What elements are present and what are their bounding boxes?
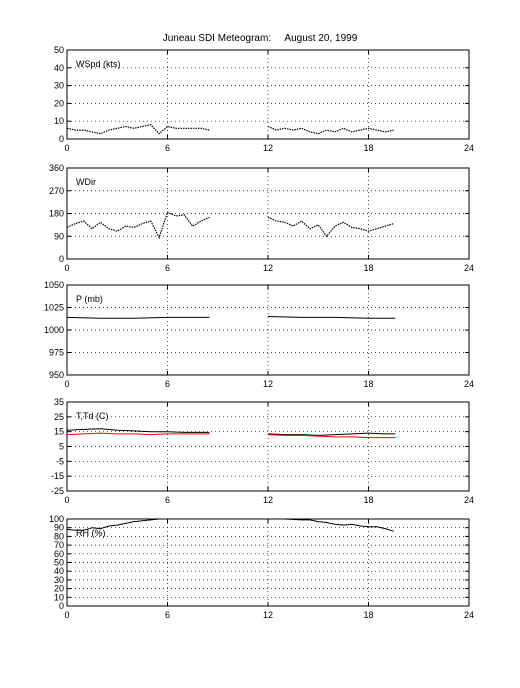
y-tick-label: 50 [54, 45, 64, 55]
y-tick-label: 1000 [44, 325, 64, 335]
y-tick-label: 60 [54, 549, 64, 559]
x-tick-label: 18 [363, 143, 373, 153]
series-1-segment-1 [66, 211, 210, 240]
x-tick-label: 6 [165, 379, 170, 389]
x-tick-label: 24 [464, 495, 474, 505]
x-tick-label: 24 [464, 263, 474, 273]
y-tick-label: 975 [49, 348, 64, 358]
x-tick-label: 18 [363, 610, 373, 620]
y-tick-label: 10 [54, 116, 64, 126]
series-1-segment-1 [66, 316, 210, 319]
series-1-segment-2 [267, 432, 396, 436]
y-tick-label: 5 [59, 442, 64, 452]
y-tick-label: 40 [54, 566, 64, 576]
series-1-segment-2 [267, 125, 394, 135]
y-tick-label: 0 [59, 601, 64, 611]
x-tick-label: 18 [363, 495, 373, 505]
x-tick-label: 0 [64, 610, 69, 620]
series-1-segment-2 [267, 316, 396, 319]
y-tick-label: 950 [49, 370, 64, 380]
panel-1: 0 6 12 18 24 0 10 20 30 40 50 WSpd (kts) [54, 45, 474, 153]
x-tick-label: 6 [165, 143, 170, 153]
y-tick-label: 35 [54, 397, 64, 407]
y-tick-label: 90 [54, 231, 64, 241]
series-2-segment-1 [66, 432, 210, 436]
panel-label: RH (%) [76, 528, 106, 538]
y-tick-label: -15 [51, 471, 64, 481]
y-tick-label: 15 [54, 427, 64, 437]
series-1-segment-1 [66, 124, 210, 135]
y-tick-label: 30 [54, 81, 64, 91]
y-tick-label: 25 [54, 412, 64, 422]
y-tick-label: 180 [49, 209, 64, 219]
y-tick-label: 80 [54, 531, 64, 541]
x-tick-label: 24 [464, 379, 474, 389]
y-tick-label: 50 [54, 558, 64, 568]
x-tick-label: 12 [263, 379, 273, 389]
x-tick-label: 0 [64, 495, 69, 505]
series-1-segment-2 [268, 518, 394, 532]
y-tick-label: 70 [54, 540, 64, 550]
x-tick-label: 6 [165, 263, 170, 273]
x-tick-label: 24 [464, 143, 474, 153]
y-tick-label: 10 [54, 592, 64, 602]
x-tick-label: 12 [263, 143, 273, 153]
x-tick-label: 18 [363, 263, 373, 273]
y-tick-label: -5 [56, 456, 64, 466]
x-tick-label: 12 [263, 610, 273, 620]
panel-3: 0 6 12 18 24 950 975 1000 1025 1050 P (mb) [44, 280, 474, 389]
y-tick-label: 30 [54, 575, 64, 585]
y-tick-label: 360 [49, 163, 64, 173]
series-1-segment-2 [267, 216, 394, 238]
x-tick-label: 0 [64, 263, 69, 273]
series-1-segment-1 [66, 518, 168, 531]
y-tick-label: 1050 [44, 280, 64, 290]
x-tick-label: 12 [263, 495, 273, 505]
panel-label: WDir [76, 177, 96, 187]
x-tick-label: 6 [165, 610, 170, 620]
y-tick-label: 1025 [44, 303, 64, 313]
series-1-segment-1 [66, 428, 210, 433]
panel-4: 0 6 12 18 24 -25 -15 -5 5 15 25 35 T,Td (C) [51, 397, 474, 505]
y-tick-label: 100 [49, 514, 64, 524]
panel-label: P (mb) [76, 294, 103, 304]
x-tick-label: 0 [64, 379, 69, 389]
y-tick-label: -25 [51, 486, 64, 496]
panel-label: WSpd (kts) [76, 59, 121, 69]
series-2-segment-2 [267, 434, 396, 439]
y-tick-label: 270 [49, 186, 64, 196]
y-tick-label: 0 [59, 134, 64, 144]
x-tick-label: 6 [165, 495, 170, 505]
y-tick-label: 0 [59, 254, 64, 264]
x-tick-label: 24 [464, 610, 474, 620]
x-tick-label: 12 [263, 263, 273, 273]
y-tick-label: 20 [54, 584, 64, 594]
panel-2: 0 6 12 18 24 0 90 180 270 360 WDir [49, 163, 474, 273]
panel-label: T,Td (C) [76, 411, 109, 421]
y-tick-label: 90 [54, 523, 64, 533]
y-tick-label: 20 [54, 98, 64, 108]
x-tick-label: 0 [64, 143, 69, 153]
figure-title: Juneau SDI Meteogram: August 20, 1999 [162, 33, 358, 44]
y-tick-label: 40 [54, 63, 64, 73]
x-tick-label: 18 [363, 379, 373, 389]
